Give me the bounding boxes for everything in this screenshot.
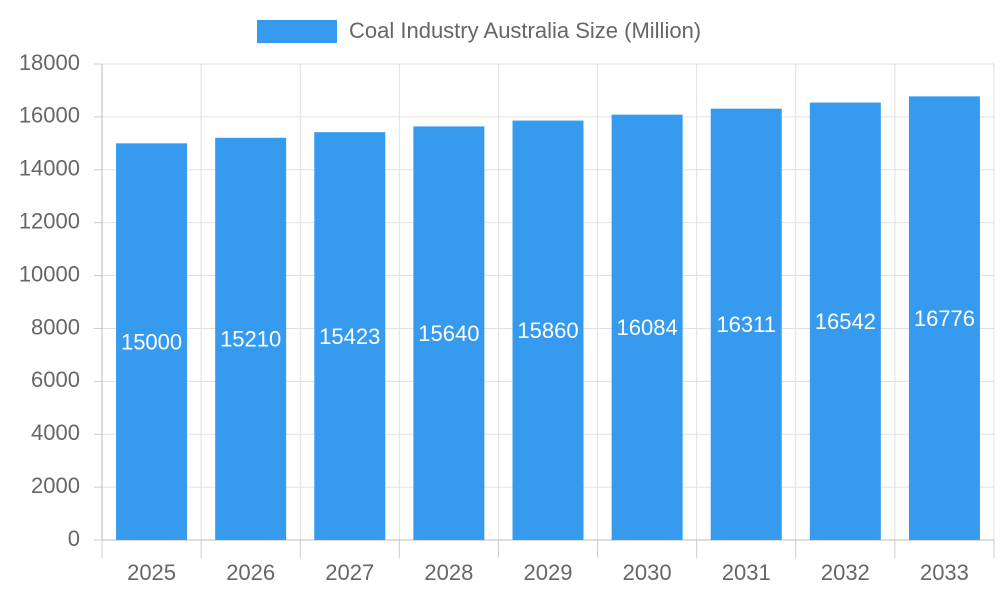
x-tick-label: 2033 [920,560,969,585]
y-tick-label: 2000 [31,473,80,498]
y-tick-label: 4000 [31,420,80,445]
y-tick-label: 10000 [19,261,80,286]
bar-value-label: 16542 [815,309,876,334]
x-tick-label: 2031 [722,560,771,585]
bar [710,108,782,540]
y-tick-label: 6000 [31,367,80,392]
bar-value-label: 16084 [617,315,678,340]
bar-value-label: 15000 [121,329,182,354]
bar-value-label: 15210 [220,327,281,352]
bar [809,102,881,540]
y-tick-label: 18000 [19,50,80,75]
bar-value-label: 15423 [319,324,380,349]
x-tick-label: 2027 [325,560,374,585]
bar [611,114,683,541]
bar-value-label: 16776 [914,306,975,331]
bar-value-label: 16311 [716,312,776,337]
y-tick-label: 0 [68,526,80,551]
y-tick-label: 14000 [19,156,80,181]
bar [116,143,188,541]
legend-label[interactable]: Coal Industry Australia Size (Million) [349,18,701,43]
bar-value-label: 15640 [418,321,479,346]
bar [314,132,386,540]
y-tick-label: 8000 [31,314,80,339]
x-tick-label: 2026 [226,560,275,585]
x-tick-label: 2030 [623,560,672,585]
bar-value-label: 15860 [517,318,578,343]
x-tick-label: 2028 [424,560,473,585]
bar [215,137,287,540]
y-tick-label: 12000 [19,208,80,233]
x-tick-label: 2029 [524,560,573,585]
x-tick-label: 2025 [127,560,176,585]
x-tick-label: 2032 [821,560,870,585]
bar [512,120,584,540]
legend-swatch[interactable] [257,20,337,43]
bar [413,126,485,541]
bar [908,96,980,541]
y-tick-label: 16000 [19,103,80,128]
